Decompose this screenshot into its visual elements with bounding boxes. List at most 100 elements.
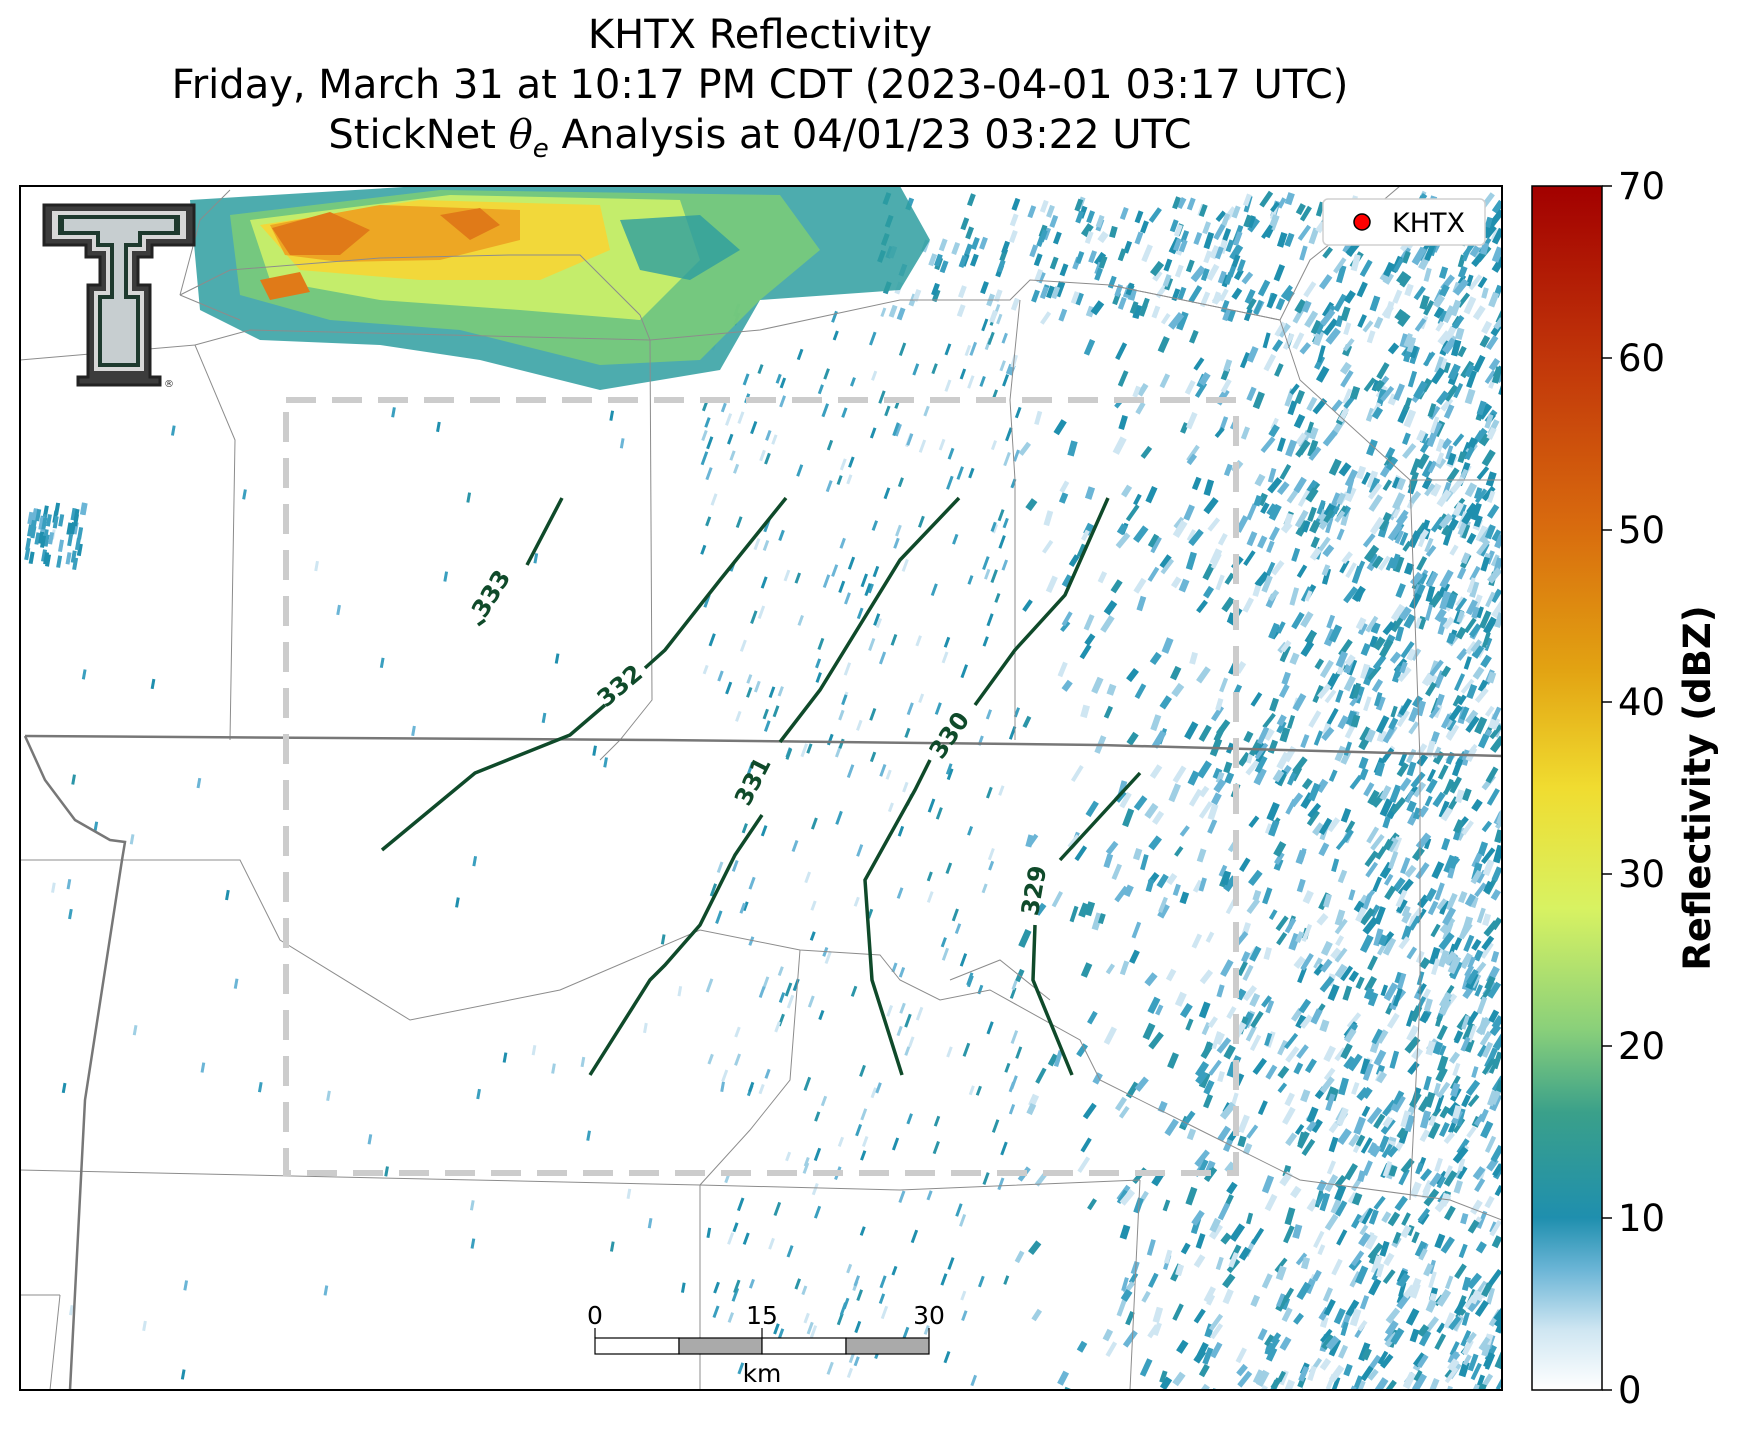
echo-pixel xyxy=(1277,1065,1290,1079)
echo-pixel xyxy=(1471,852,1483,869)
echo-pixel xyxy=(1298,429,1312,449)
echo-pixel xyxy=(1452,694,1462,707)
echo-pixel xyxy=(1286,489,1299,504)
echo-pixel xyxy=(947,1257,955,1270)
echo-pixel xyxy=(1481,287,1489,299)
echo-pixel xyxy=(786,994,795,1009)
echo-pixel xyxy=(1075,250,1085,264)
echo-pixel xyxy=(1061,611,1073,627)
echo-pixel xyxy=(1363,782,1375,797)
theta-subscript: e xyxy=(532,134,549,164)
echo-pixel xyxy=(705,516,712,527)
echo-pixel xyxy=(1483,1352,1496,1369)
echo-pixel xyxy=(906,702,914,716)
echo-pixel xyxy=(1454,789,1465,804)
echo-pixel xyxy=(1494,1351,1502,1370)
echo-pixel xyxy=(1198,1001,1211,1019)
echo-pixel xyxy=(1336,265,1347,284)
echo-pixel xyxy=(609,410,615,421)
echo-pixel xyxy=(1296,1131,1310,1149)
echo-pixel xyxy=(998,535,1006,549)
echo-pixel xyxy=(1070,1389,1084,1390)
echo-pixel xyxy=(1013,449,1020,462)
title-datetime: Friday, March 31 at 10:17 PM CDT (2023-0… xyxy=(171,62,1349,108)
echo-pixel xyxy=(1477,1044,1488,1058)
echo-pixel xyxy=(1481,1282,1493,1298)
echo-pixel xyxy=(1256,726,1270,745)
echo-pixel xyxy=(1360,663,1371,680)
echo-pixel xyxy=(1279,727,1291,743)
echo-pixel xyxy=(803,1157,810,1167)
echo-pixel xyxy=(1369,635,1379,648)
echo-pixel xyxy=(1129,301,1139,315)
echo-pixel xyxy=(854,1320,862,1334)
echo-pixel xyxy=(1373,1049,1387,1067)
echo-pixel xyxy=(897,825,905,837)
echo-pixel xyxy=(257,1082,263,1093)
echo-pixel xyxy=(1469,245,1481,258)
echo-pixel xyxy=(1356,281,1368,298)
echo-pixel xyxy=(1276,932,1288,946)
echo-pixel xyxy=(982,1172,990,1185)
echo-pixel xyxy=(1151,730,1167,749)
echo-pixel xyxy=(1434,882,1445,901)
echo-pixel xyxy=(1243,308,1253,322)
echo-pixel xyxy=(1381,1143,1393,1159)
echo-pixel xyxy=(1189,651,1198,665)
echo-pixel xyxy=(1486,426,1497,440)
echo-pixel xyxy=(1117,370,1129,387)
echo-pixel xyxy=(885,769,892,780)
echo-pixel xyxy=(1382,479,1393,491)
echo-pixel xyxy=(1026,1103,1037,1116)
echo-pixel xyxy=(1340,1043,1353,1060)
echo-pixel xyxy=(1275,1265,1287,1281)
echo-pixel xyxy=(821,403,830,418)
echo-pixel xyxy=(986,613,994,627)
echo-pixel xyxy=(1324,1213,1339,1231)
echo-pixel xyxy=(946,768,954,781)
echo-pixel xyxy=(1405,790,1415,804)
echo-pixel xyxy=(1475,525,1488,543)
echo-pixel xyxy=(1205,931,1215,943)
echo-pixel xyxy=(1165,968,1177,982)
echo-pixel xyxy=(1208,1223,1223,1240)
echo-pixel xyxy=(1387,523,1403,542)
echo-pixel xyxy=(996,313,1003,325)
echo-pixel xyxy=(1355,1134,1366,1147)
echo-pixel xyxy=(1301,1138,1316,1156)
echo-pixel xyxy=(1320,958,1333,973)
echo-pixel xyxy=(1257,279,1271,297)
echo-pixel xyxy=(1453,1030,1462,1044)
echo-pixel xyxy=(1202,563,1216,581)
echo-pixel xyxy=(1409,915,1421,931)
echo-pixel xyxy=(1003,1275,1010,1285)
contour-line-330 xyxy=(973,497,1110,707)
echo-pixel xyxy=(1413,285,1426,301)
echo-pixel xyxy=(1076,1043,1089,1058)
echo-pixel xyxy=(1300,586,1312,602)
scale-tick-label: 15 xyxy=(746,1301,778,1330)
echo-pixel xyxy=(773,1323,780,1335)
echo-pixel xyxy=(875,1082,882,1094)
echo-pixel xyxy=(982,636,989,647)
echo-pixel xyxy=(1302,520,1311,533)
echo-pixel xyxy=(1464,893,1477,907)
echo-pixel xyxy=(748,1278,755,1289)
echo-pixel xyxy=(66,522,73,535)
echo-pixel xyxy=(1397,878,1414,897)
echo-pixel xyxy=(1467,1094,1480,1108)
echo-pixel xyxy=(1306,396,1318,412)
echo-pixel xyxy=(804,871,812,884)
echo-pixel xyxy=(1350,714,1361,728)
echo-pixel xyxy=(1058,492,1069,504)
echo-pixel xyxy=(823,368,830,380)
echo-pixel xyxy=(1229,1223,1246,1242)
echo-pixel xyxy=(1429,416,1440,434)
echo-pixel xyxy=(1276,437,1286,452)
echo-pixel xyxy=(1276,751,1291,770)
echo-pixel xyxy=(861,1135,869,1147)
echo-pixel xyxy=(1196,666,1211,684)
echo-pixel xyxy=(1354,1379,1366,1390)
echo-pixel xyxy=(1348,970,1359,983)
echo-pixel xyxy=(1388,1165,1398,1177)
